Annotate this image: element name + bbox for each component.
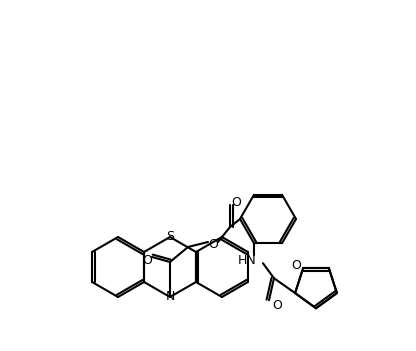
Text: O: O <box>231 197 241 210</box>
Text: O: O <box>291 259 301 272</box>
Text: O: O <box>208 238 218 251</box>
Text: N: N <box>165 291 175 304</box>
Text: O: O <box>142 253 152 266</box>
Text: O: O <box>272 299 282 312</box>
Text: HN: HN <box>238 254 256 267</box>
Text: S: S <box>166 231 174 244</box>
